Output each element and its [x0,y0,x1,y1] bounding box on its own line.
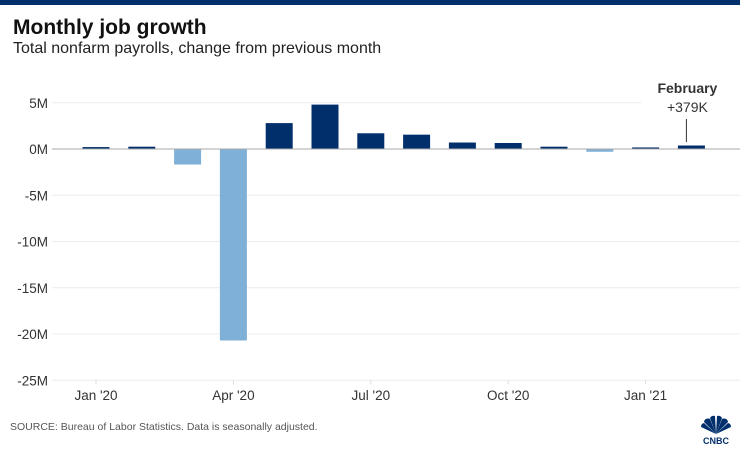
source-note: SOURCE: Bureau of Labor Statistics. Data… [10,421,318,433]
annotation-bg [641,76,740,118]
bar-4 [265,123,293,149]
x-tick-label: Oct '20 [487,388,529,403]
x-tick-label: Jul '20 [351,388,390,403]
y-tick-label: -20M [17,327,48,342]
bar-10 [540,146,568,149]
y-tick-label: -5M [25,188,48,203]
bar-7 [403,134,431,149]
bar-1 [128,146,156,149]
annotation-value: +379K [667,99,709,115]
top-brand-bar [0,0,740,5]
y-tick-label: -25M [17,373,48,388]
chart-title: Monthly job growth [13,16,207,39]
bar-13 [677,145,705,149]
bar-11 [586,149,614,152]
bar-5 [311,104,339,149]
y-tick-label: 0M [29,142,48,157]
y-tick-label: -15M [17,281,48,296]
x-tick-label: Jan '21 [624,388,667,403]
annotation-title: February [657,80,717,96]
x-tick-label: Jan '20 [74,388,117,403]
bar-3 [219,149,247,341]
y-tick-label: -10M [17,235,48,250]
bar-9 [494,142,522,149]
bar-0 [82,147,110,149]
cnbc-peacock-logo: CNBC [700,415,732,446]
x-tick-label: Apr '20 [212,388,254,403]
bar-8 [448,142,476,149]
chart-subtitle: Total nonfarm payrolls, change from prev… [13,40,382,57]
bar-6 [357,133,385,149]
bar-2 [174,149,202,165]
y-tick-label: 5M [29,96,48,111]
bar-12 [632,147,660,149]
svg-text:CNBC: CNBC [703,436,729,446]
